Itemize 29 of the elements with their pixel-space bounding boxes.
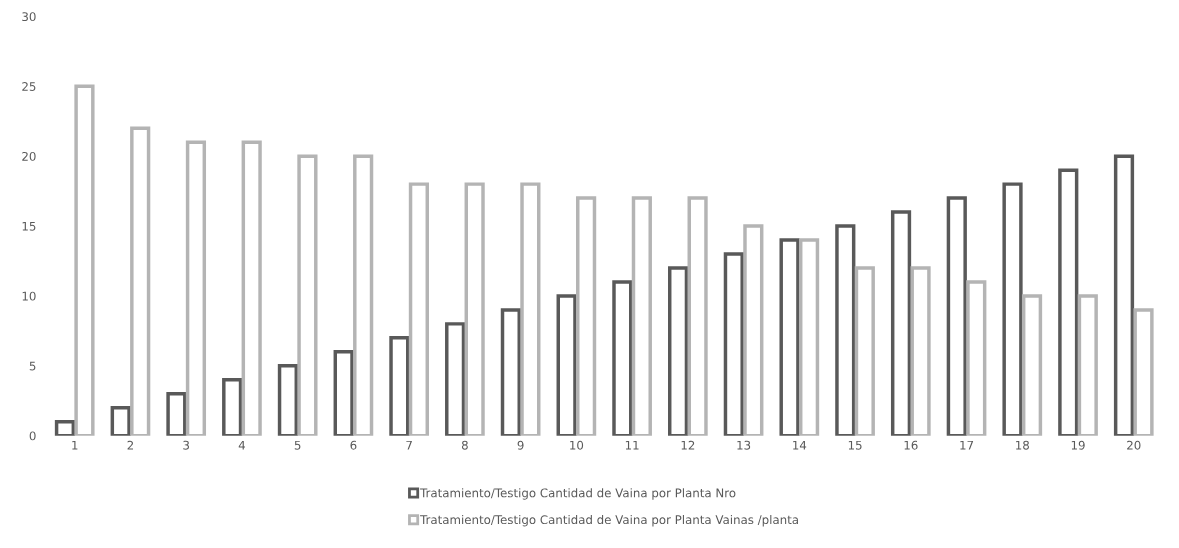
- y-tick-label: 10: [22, 291, 36, 301]
- y-tick-label: 5: [29, 361, 36, 371]
- y-tick-label: 15: [22, 221, 36, 231]
- x-tick-label: 12: [681, 440, 695, 450]
- x-tick-label: 13: [737, 440, 751, 450]
- x-tick-label: 14: [793, 440, 807, 450]
- y-tick-label: 25: [22, 82, 36, 91]
- x-tick-label: 19: [1071, 440, 1085, 450]
- x-tick-label: 2: [127, 440, 134, 450]
- x-tick-label: 3: [183, 440, 189, 450]
- y-tick-label: 20: [22, 151, 36, 161]
- x-tick-label: 5: [294, 440, 301, 450]
- x-tick-label: 16: [904, 440, 918, 450]
- x-tick-label: 17: [960, 440, 974, 450]
- x-tick-label: 7: [406, 440, 412, 450]
- y-tick-label: 0: [29, 431, 36, 441]
- legend-label: Tratamiento/Testigo Cantidad de Vaina por Planta Vainas /planta: [420, 514, 798, 527]
- y-tick-label: 30: [22, 12, 36, 22]
- x-tick-label: 15: [848, 440, 862, 450]
- x-tick-label: 1: [72, 440, 78, 450]
- legend-label: Tratamiento/Testigo Cantidad de Vaina por Planta Nro: [420, 488, 736, 500]
- x-tick-label: 10: [570, 440, 584, 450]
- x-tick-label: 9: [517, 440, 524, 450]
- x-tick-label: 4: [238, 440, 246, 450]
- x-tick-label: 8: [461, 440, 468, 450]
- x-tick-label: 11: [625, 440, 639, 450]
- x-tick-label: 20: [1127, 440, 1141, 450]
- x-tick-label: 6: [350, 440, 357, 450]
- x-tick-label: 18: [1016, 440, 1029, 450]
